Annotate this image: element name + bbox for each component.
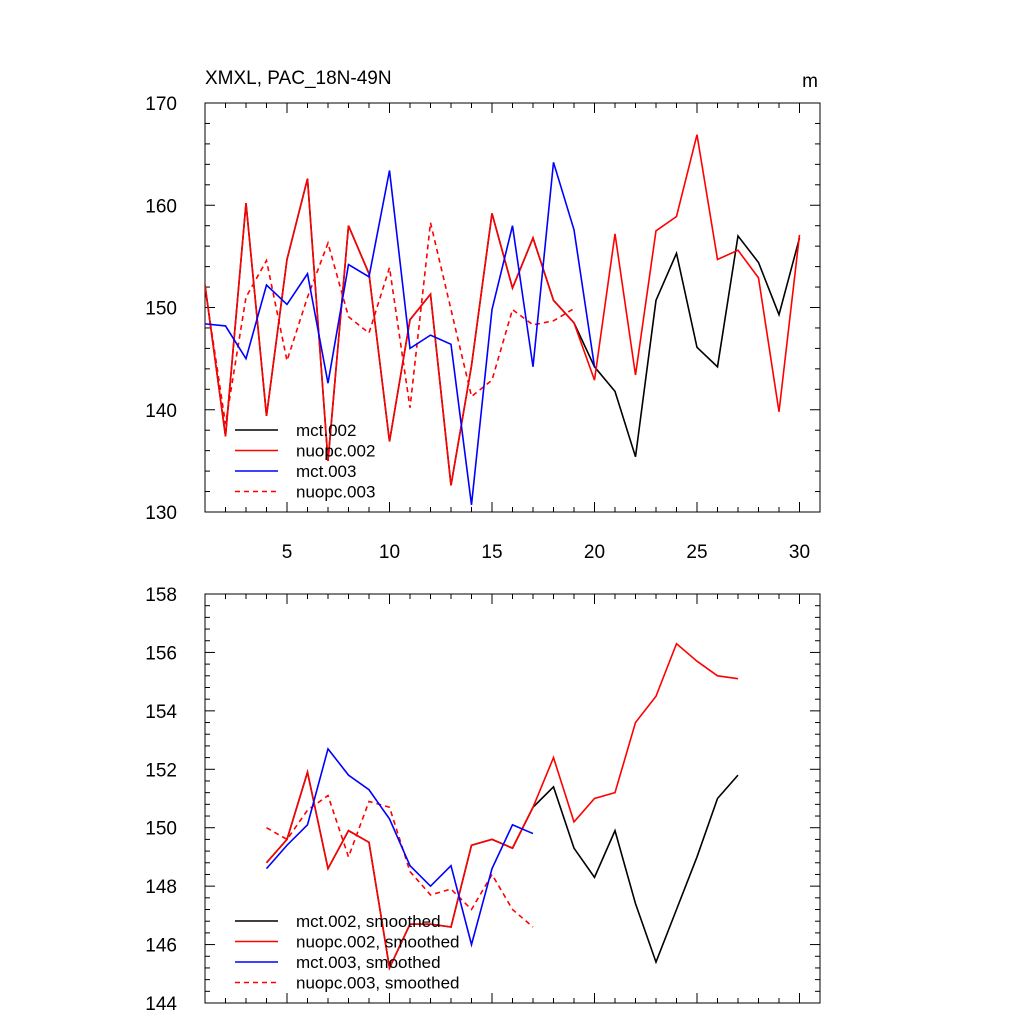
series-line-nuopc-002 (205, 134, 801, 486)
x-tick-label: 25 (686, 542, 707, 563)
units-label: m (802, 71, 818, 92)
chart-title: XMXL, PAC_18N-49N (205, 68, 392, 89)
series-line-mct-003 (205, 162, 596, 505)
y-tick-label: 170 (145, 94, 177, 115)
legend-label: nuopc.002, smoothed (296, 933, 460, 952)
legend-label: mct.003, smoothed (296, 953, 441, 972)
legend-label: nuopc.002 (296, 442, 375, 461)
y-tick-label: 150 (145, 299, 177, 320)
y-tick-label: 130 (145, 503, 177, 524)
series-line-nuopc-003-smoothed (266, 794, 534, 928)
legend-label: mct.002, smoothed (296, 912, 441, 931)
x-tick-label: 5 (282, 542, 293, 563)
x-tick-label: 30 (789, 542, 810, 563)
legend-label: mct.002 (296, 421, 356, 440)
bottom-panel: 144 146 148 150 152 154 156 158 mct.002, smoothe… (145, 585, 821, 1015)
legend-label: nuopc.003, smoothed (296, 974, 460, 993)
series-line-mct-002 (205, 178, 801, 486)
y-tick-label: 158 (145, 585, 177, 606)
y-tick-label: 144 (145, 994, 177, 1015)
top-panel: 5 10 15 20 25 30 130 140 150 160 170 XMXL, PAC_18N-… (145, 68, 821, 563)
legend-label: nuopc.003 (296, 483, 375, 502)
legend-label: mct.003 (296, 462, 356, 481)
x-tick-label: 15 (481, 542, 502, 563)
series-line-mct-003-smoothed (265, 747, 534, 948)
y-tick-label: 150 (145, 819, 177, 840)
y-tick-label: 140 (145, 401, 177, 422)
x-tick-label: 10 (379, 542, 400, 563)
y-tick-label: 152 (145, 760, 177, 781)
series-line-nuopc-002-smoothed (265, 642, 739, 971)
y-tick-label: 156 (145, 643, 177, 664)
y-tick-label: 146 (145, 936, 177, 957)
y-tick-label: 160 (145, 196, 177, 217)
y-tick-label: 148 (145, 877, 177, 898)
x-tick-label: 20 (584, 542, 605, 563)
series-line-nuopc-003 (205, 222, 575, 425)
y-tick-label: 154 (145, 702, 177, 723)
